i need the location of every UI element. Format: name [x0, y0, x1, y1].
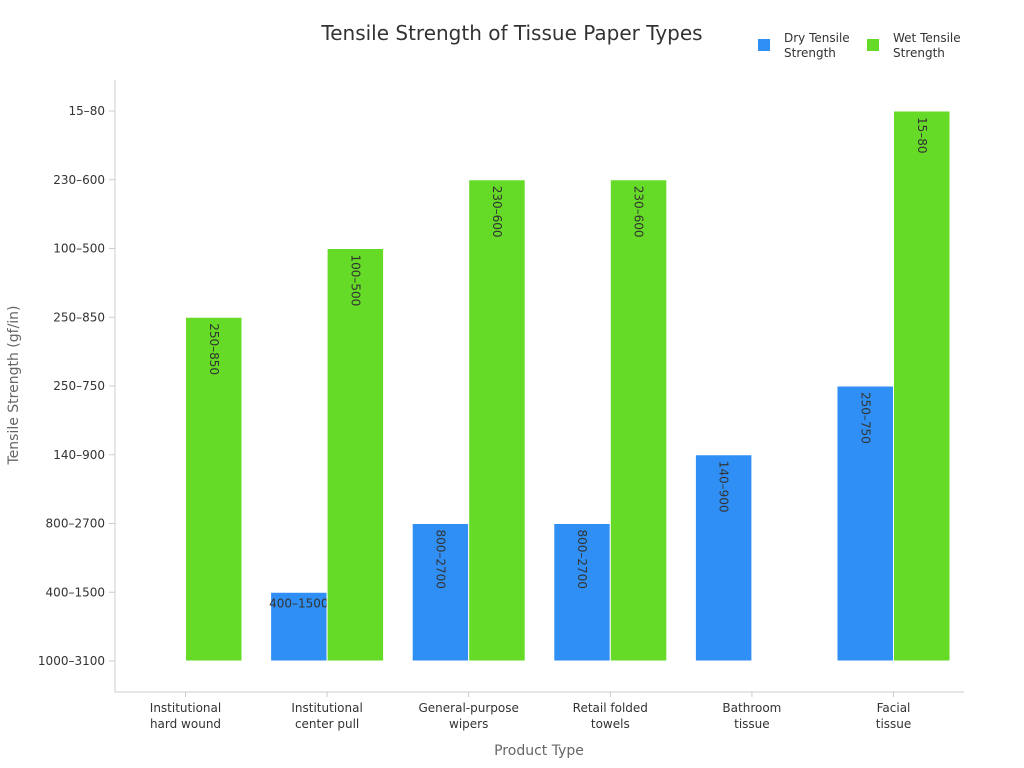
- bar-value-label: 250–750: [858, 392, 872, 444]
- x-tick-label: Facial tissue: [876, 701, 912, 731]
- bar-value-label: 230–600: [490, 186, 504, 238]
- x-tick-label: Bathroom tissue: [722, 701, 781, 731]
- chart-title: Tensile Strength of Tissue Paper Types: [320, 21, 702, 45]
- bar: [411, 523, 470, 662]
- legend-label: Wet Tensile Strength: [893, 31, 961, 60]
- y-axis-title: Tensile Strength (gf/in): [6, 305, 22, 465]
- bars: 250–850 400–1500 100–500 800–2700 230–600 800…: [185, 110, 951, 662]
- x-tick-label: Institutional center pull: [291, 701, 362, 731]
- y-tick-label: 250–850: [53, 310, 105, 324]
- y-axis-ticks: 1000–3100 400–1500 800–2700 140–900 250–750 2…: [38, 104, 115, 668]
- y-tick-label: 15–80: [68, 104, 105, 118]
- bar: [468, 179, 526, 662]
- y-tick-label: 800–2700: [46, 517, 105, 531]
- bar-value-label: 140–900: [717, 461, 731, 513]
- bar-value-label: 15–80: [915, 117, 929, 154]
- y-tick-label: 100–500: [53, 242, 105, 256]
- x-axis-title: Product Type: [494, 743, 584, 759]
- bar-value-label: 250–850: [207, 323, 221, 375]
- bar: [270, 591, 328, 662]
- bar-value-label: 230–600: [632, 186, 646, 238]
- y-tick-label: 140–900: [53, 448, 105, 462]
- bar: [836, 385, 894, 662]
- bar: [553, 523, 611, 662]
- y-tick-label: 400–1500: [46, 585, 105, 599]
- y-tick-label: 250–750: [53, 379, 105, 393]
- bar-value-label: 800–2700: [575, 530, 589, 589]
- x-tick-label: General-purpose wipers: [419, 701, 519, 731]
- legend-swatch: [758, 39, 770, 51]
- bar: [326, 248, 385, 662]
- bar: [694, 454, 753, 662]
- legend: Dry Tensile Strength Wet Tensile Strength: [758, 31, 961, 60]
- bar: [185, 316, 243, 662]
- bar-value-label: 800–2700: [433, 530, 447, 589]
- legend-label: Dry Tensile Strength: [784, 31, 850, 60]
- x-axis-ticks: Institutional hard wound Institutional cent…: [150, 692, 911, 731]
- legend-swatch: [867, 39, 879, 51]
- y-tick-label: 230–600: [53, 173, 105, 187]
- bar: [893, 110, 951, 662]
- bar-value-label: 100–500: [348, 255, 362, 307]
- bar-value-label: 400–1500: [269, 596, 328, 610]
- x-tick-label: Retail folded towels: [573, 701, 648, 731]
- x-tick-label: Institutional hard wound: [150, 701, 221, 731]
- bar: [609, 179, 668, 662]
- y-tick-label: 1000–3100: [38, 654, 105, 668]
